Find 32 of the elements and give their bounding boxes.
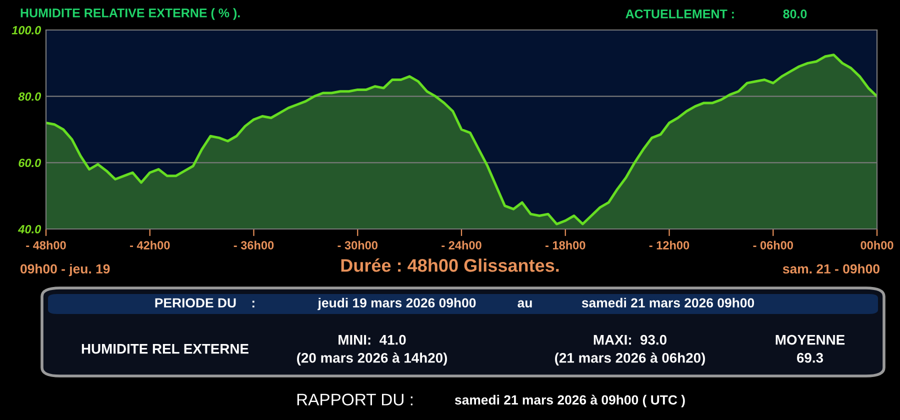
y-tick-label: 80.0 (18, 92, 42, 101)
text: samedi 21 mars 2026 09h00 (582, 298, 754, 308)
text: 09h00 - jeu. 19 (20, 264, 110, 276)
x-tick-label: - 24h00 (442, 240, 482, 250)
y-tick-label: 40.0 (18, 225, 42, 234)
text: PERIODE DU : (155, 298, 254, 308)
text: Durée : 48h00 Glissantes. (341, 258, 559, 272)
x-tick-label: - 18h00 (545, 240, 586, 250)
y-tick-label: 60.0 (18, 158, 42, 168)
x-tick-label: - 06h00 (753, 240, 793, 250)
text: MOYENNE (776, 334, 845, 345)
text: samedi 21 mars 2026 à 09h00 ( UTC ) (454, 394, 685, 408)
text: MINI: 41.0 (338, 334, 406, 345)
text: MAXI: 93.0 (594, 334, 666, 345)
text: 80.0 (783, 10, 807, 18)
text: (20 mars 2026 à 14h20) (297, 352, 447, 366)
text: au (518, 300, 532, 308)
text: RAPPORT DU : (297, 394, 412, 406)
x-tick-label: - 42h00 (130, 240, 170, 250)
x-tick-label: - 48h00 (26, 240, 66, 250)
text: (21 mars 2026 à 06h20) (555, 352, 705, 366)
text: ACTUELLEMENT : (626, 10, 734, 18)
chart-title: HUMIDITE RELATIVE EXTERNE ( % ). (20, 8, 240, 20)
text: 69.3 (796, 352, 824, 363)
text: HUMIDITE REL EXTERNE (82, 344, 248, 354)
y-tick-label: 100.0 (12, 26, 42, 34)
x-tick-label: - 12h00 (649, 240, 690, 250)
text: jeudi 19 mars 2026 09h00 (318, 298, 476, 310)
x-tick-label: - 30h00 (338, 240, 378, 250)
x-tick-label: 00h00 (860, 240, 894, 250)
x-tick-label: - 36h00 (234, 240, 274, 250)
text: sam. 21 - 09h00 (782, 264, 880, 274)
